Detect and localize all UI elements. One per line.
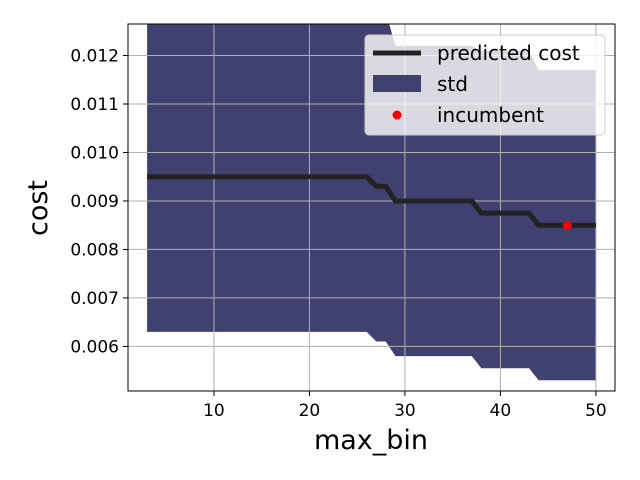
y-tick-label: 0.010 bbox=[70, 143, 119, 163]
x-tick-label: 30 bbox=[394, 401, 416, 421]
scatter-layer bbox=[562, 220, 572, 230]
y-tick-label: 0.011 bbox=[70, 95, 119, 115]
y-tick-label: 0.012 bbox=[70, 47, 119, 67]
y-tick-label: 0.006 bbox=[70, 337, 119, 357]
plot-frame bbox=[127, 23, 616, 392]
predicted-cost-line bbox=[147, 174, 596, 228]
legend-box bbox=[364, 34, 606, 136]
legend: predicted cost std incumbent bbox=[364, 34, 606, 136]
x-tick-label: 50 bbox=[585, 401, 607, 421]
legend-label: std bbox=[437, 72, 468, 96]
legend-label: predicted cost bbox=[437, 41, 580, 65]
y-tick-label: 0.007 bbox=[70, 289, 119, 309]
y-axis-label: cost bbox=[23, 180, 54, 236]
legend-patch-swatch bbox=[373, 75, 421, 92]
x-axis-label: max_bin bbox=[314, 425, 428, 456]
line-layer bbox=[147, 174, 596, 228]
x-tick-label: 40 bbox=[490, 401, 512, 421]
x-tick-label: 20 bbox=[299, 401, 321, 421]
incumbent-point bbox=[562, 220, 572, 230]
tick-layer: 10 20 30 40 50 0.006 0.007 0.008 0.009 0.010 0.011… bbox=[70, 47, 606, 421]
x-tick-label: 10 bbox=[203, 401, 225, 421]
legend-label: incumbent bbox=[437, 103, 544, 127]
legend-dot-swatch bbox=[392, 110, 402, 120]
y-tick-label: 0.009 bbox=[70, 192, 119, 212]
y-tick-label: 0.008 bbox=[70, 240, 119, 260]
